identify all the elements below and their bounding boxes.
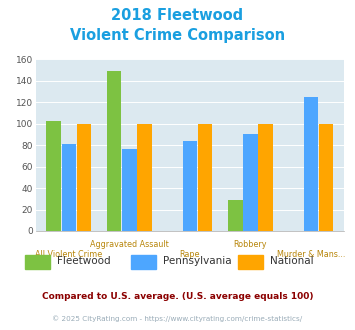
Text: © 2025 CityRating.com - https://www.cityrating.com/crime-statistics/: © 2025 CityRating.com - https://www.city…: [53, 315, 302, 322]
Text: Fleetwood: Fleetwood: [57, 256, 110, 266]
Bar: [258, 124, 273, 231]
Bar: [243, 134, 258, 231]
Text: Rape: Rape: [180, 250, 200, 259]
Text: Murder & Mans...: Murder & Mans...: [277, 250, 345, 259]
Bar: [304, 97, 318, 231]
Bar: [122, 149, 137, 231]
Bar: [228, 200, 242, 231]
Text: Pennsylvania: Pennsylvania: [163, 256, 232, 266]
Text: Robbery: Robbery: [234, 240, 267, 248]
Bar: [47, 120, 61, 231]
Text: National: National: [270, 256, 313, 266]
Bar: [107, 71, 121, 231]
Text: Aggravated Assault: Aggravated Assault: [90, 240, 169, 248]
Bar: [137, 124, 152, 231]
Bar: [61, 144, 76, 231]
Text: Compared to U.S. average. (U.S. average equals 100): Compared to U.S. average. (U.S. average …: [42, 292, 313, 301]
Text: 2018 Fleetwood: 2018 Fleetwood: [111, 8, 244, 23]
Bar: [198, 124, 212, 231]
Bar: [319, 124, 333, 231]
Bar: [183, 141, 197, 231]
Text: Violent Crime Comparison: Violent Crime Comparison: [70, 28, 285, 43]
Text: All Violent Crime: All Violent Crime: [35, 250, 103, 259]
Bar: [77, 124, 91, 231]
